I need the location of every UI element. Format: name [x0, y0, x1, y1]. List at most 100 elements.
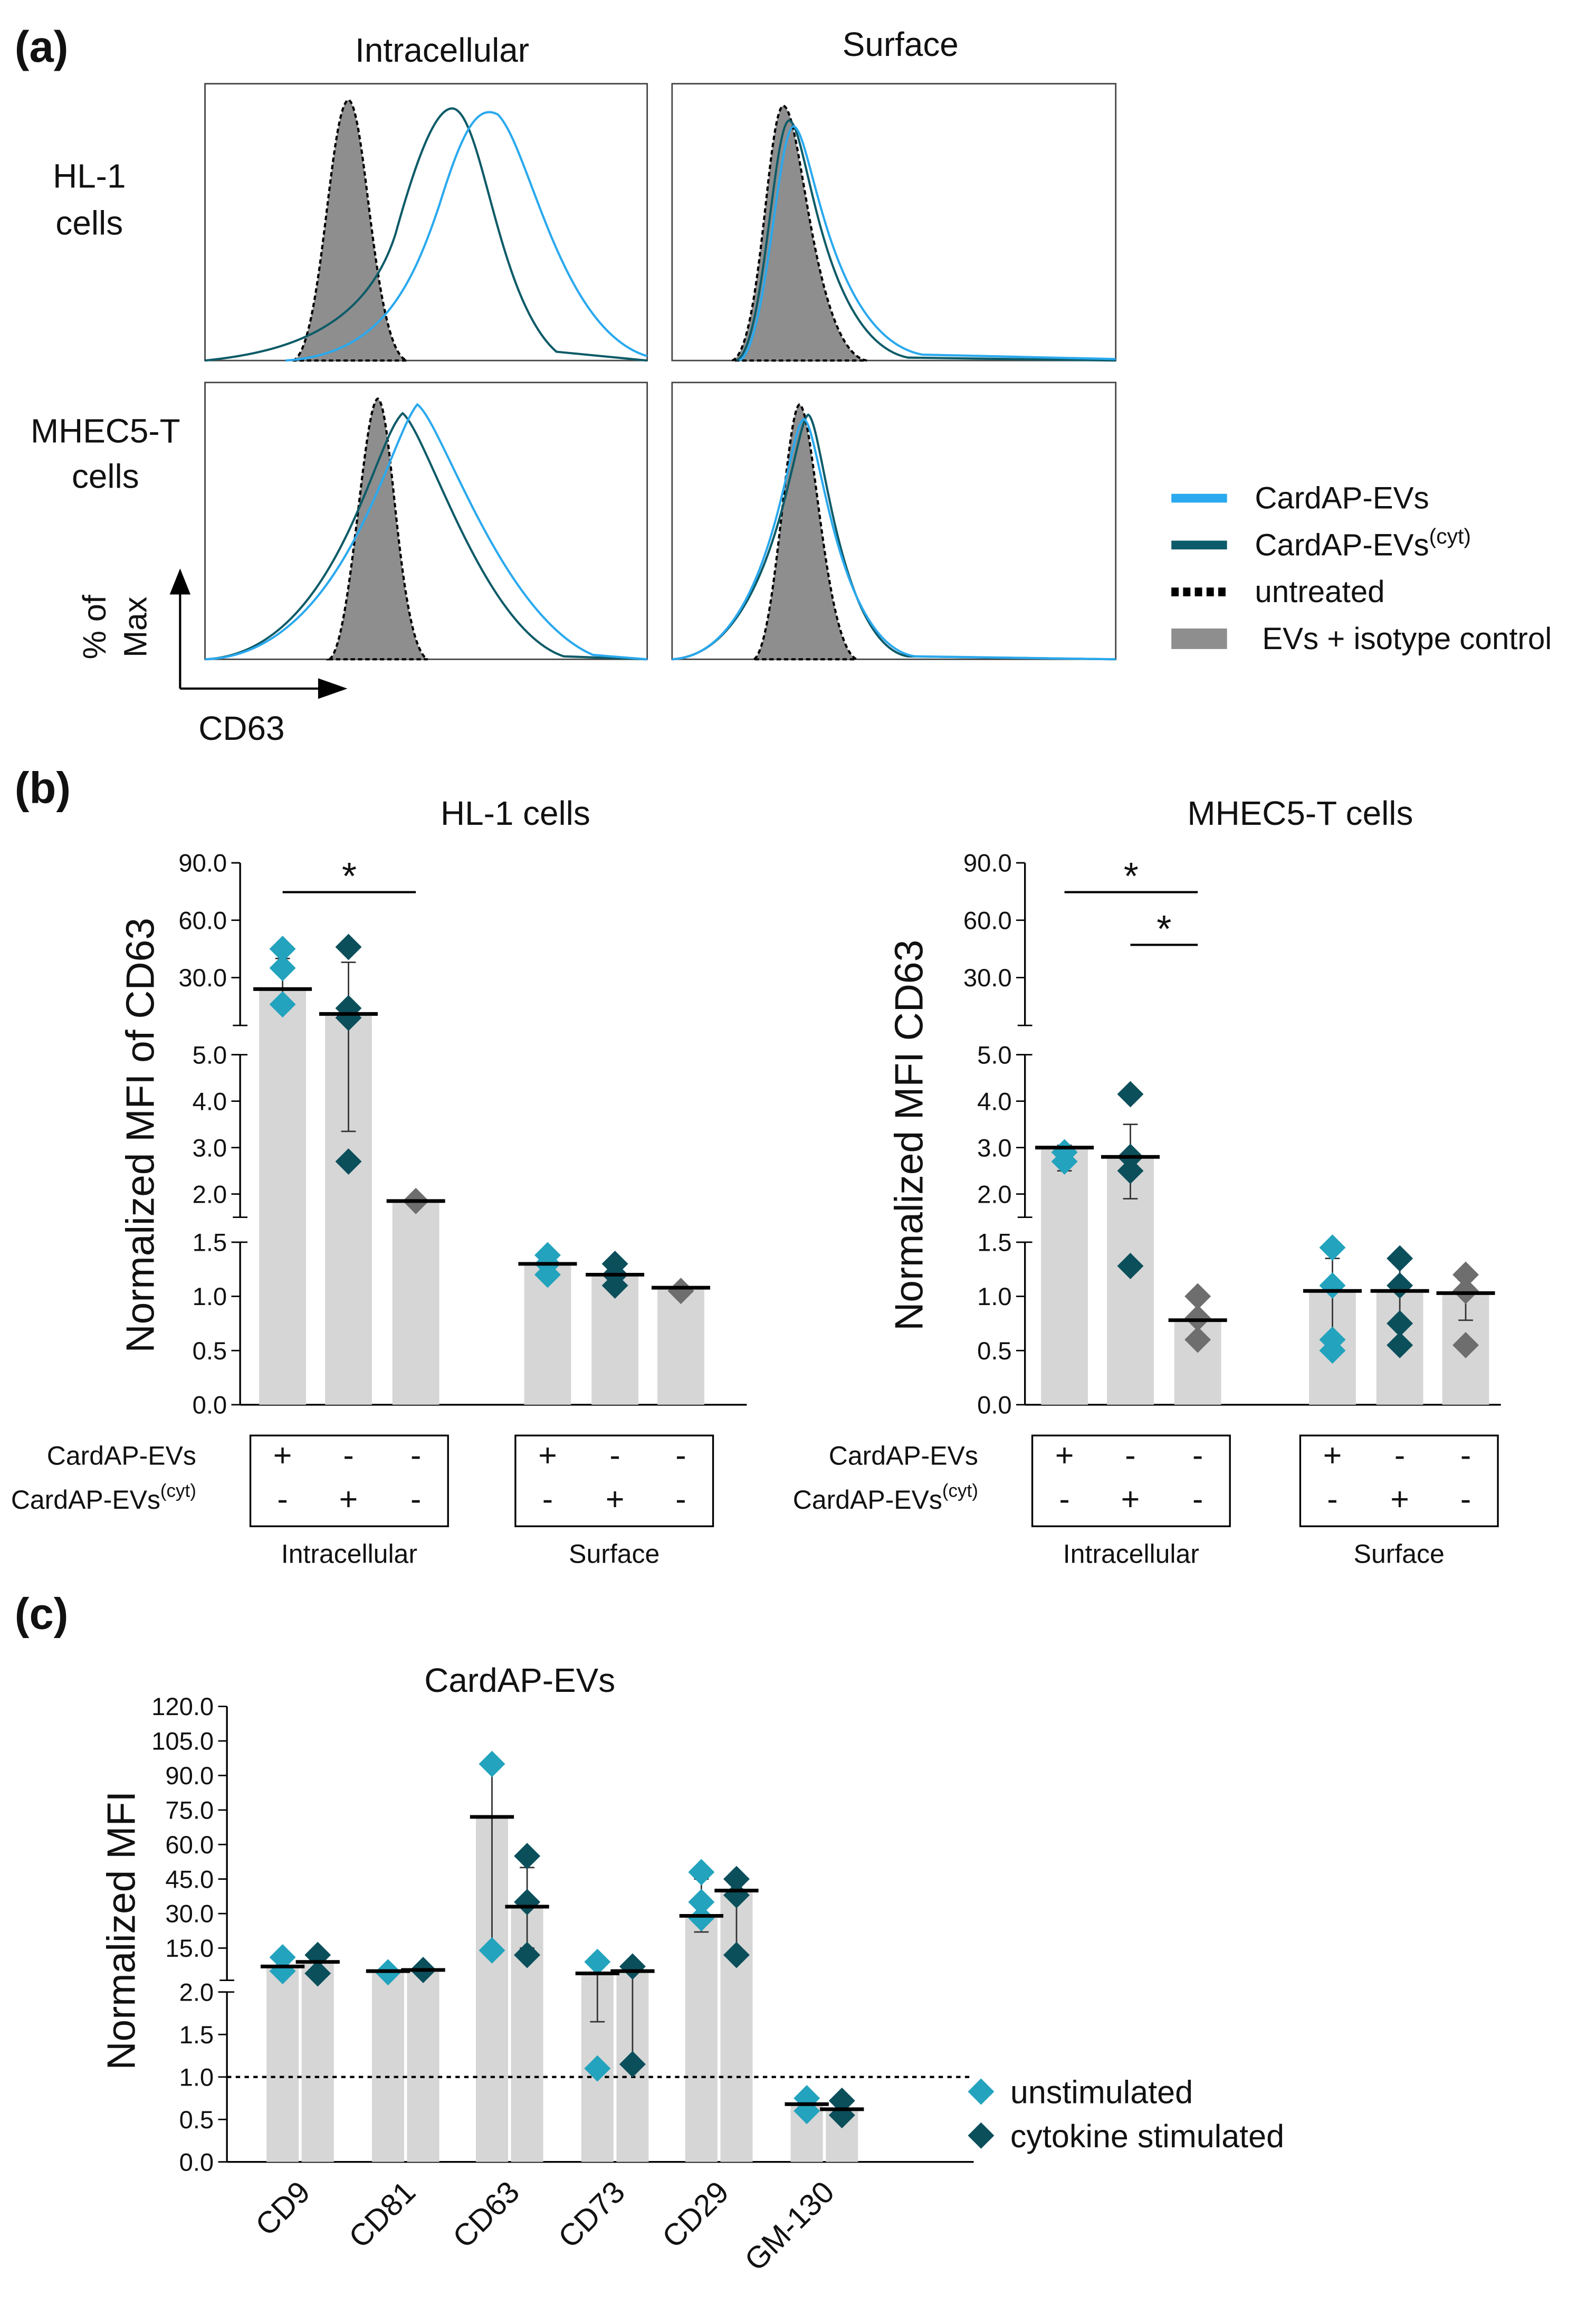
significance-label: * [342, 855, 357, 898]
condition-sign: - [1327, 1481, 1337, 1517]
condition-sign: - [277, 1481, 288, 1517]
data-point [828, 2087, 855, 2114]
data-point [514, 1843, 541, 1870]
condition-sign: - [1059, 1481, 1069, 1517]
y-tick-label: 30.0 [963, 964, 1012, 992]
y-tick-label: 5.0 [977, 1041, 1012, 1069]
bar [371, 1971, 404, 2162]
y-tick-label: 1.5 [977, 1229, 1012, 1257]
condition-sign: + [1390, 1481, 1409, 1517]
legend-label-main: CardAP-EVs [1255, 528, 1429, 562]
condition-sign: - [343, 1437, 353, 1473]
condition-box [249, 1434, 449, 1527]
y-tick-label: 1.5 [193, 1229, 227, 1257]
data-point [1117, 1253, 1144, 1280]
condition-sign: + [538, 1437, 557, 1473]
data-point [335, 934, 362, 960]
y-axis-label: Max [118, 597, 154, 658]
condition-box [1031, 1434, 1231, 1527]
condition-sign: - [675, 1437, 686, 1473]
condition-row-label-sup: (cyt) [160, 1481, 196, 1501]
histogram-curve [326, 397, 428, 661]
error-bar [341, 962, 356, 1132]
panel-label: (a) [15, 22, 69, 71]
y-tick-label: 2.0 [977, 1180, 1012, 1208]
y-tick-label: 90.0 [165, 1762, 214, 1790]
y-tick-label: 0.0 [193, 1391, 227, 1419]
x-axis-label: CD63 [198, 709, 284, 747]
data-point [269, 991, 296, 1018]
legend-label-main: CardAP-EVs [1255, 481, 1429, 515]
y-tick-label: 0.5 [977, 1337, 1012, 1365]
y-tick-label: 90.0 [178, 849, 227, 877]
condition-sign: + [1121, 1481, 1140, 1517]
data-point [601, 1272, 628, 1299]
chart-title: MHEC5-T cells [1187, 794, 1413, 832]
panel-label: (b) [15, 763, 71, 812]
significance-label: * [1157, 908, 1171, 950]
condition-group: Intracellular [281, 1539, 417, 1569]
y-tick-label: 105.0 [151, 1727, 214, 1755]
histogram-curve [739, 125, 1116, 361]
legend-label: CardAP-EVs [1255, 481, 1429, 515]
condition-row-label-main: CardAP-EVs [11, 1485, 160, 1515]
condition-sign: + [606, 1481, 625, 1517]
row-label: HL-1 [53, 157, 126, 195]
y-tick-label: 120.0 [151, 1692, 214, 1720]
condition-sign: - [542, 1481, 553, 1517]
data-point [1452, 1261, 1479, 1288]
y-tick-label: 1.0 [193, 1282, 227, 1310]
histogram-curve [735, 119, 1116, 362]
legend-label: EVs + isotype control [1262, 622, 1552, 656]
data-point [1184, 1305, 1211, 1331]
data-point [479, 1937, 505, 1964]
histogram-curve [672, 417, 1116, 661]
bar [259, 989, 307, 1405]
bar [301, 1962, 334, 2162]
legend-label: CardAP-EVs(cyt) [1255, 524, 1471, 562]
condition-sign: + [339, 1481, 358, 1517]
legend-label-main: EVs + isotype control [1262, 622, 1552, 656]
data-point [1117, 1157, 1144, 1184]
data-point [1184, 1283, 1211, 1310]
condition-row-label: CardAP-EVs(cyt) [11, 1481, 196, 1515]
panel-label: (c) [15, 1589, 69, 1639]
condition-sign: - [410, 1481, 421, 1517]
condition-row-label-main: CardAP-EVs [47, 1441, 196, 1471]
condition-group: Surface [569, 1539, 660, 1569]
data-point [1117, 1081, 1144, 1108]
data-point [1184, 1326, 1211, 1353]
axis-arrows [169, 568, 348, 699]
condition-box [1299, 1434, 1499, 1527]
y-tick-label: 4.0 [193, 1087, 227, 1115]
data-point [269, 1944, 296, 1971]
y-tick-label: 15.0 [165, 1934, 214, 1962]
data-point [269, 1958, 296, 1985]
y-tick-label: 60.0 [165, 1831, 214, 1859]
row-label: MHEC5-T [31, 412, 180, 450]
data-point [534, 1261, 561, 1288]
y-tick-label: 1.5 [179, 2021, 214, 2049]
legend-label-sup: (cyt) [1429, 524, 1471, 548]
chart-title: CardAP-EVs [424, 1661, 615, 1699]
bar [407, 1969, 439, 2162]
data-point [1051, 1148, 1078, 1175]
histogram-curve [205, 403, 647, 661]
chart-title: HL-1 cells [441, 794, 590, 832]
legend-marker [968, 2122, 995, 2149]
condition-box [514, 1434, 714, 1527]
y-tick-label: 3.0 [193, 1134, 227, 1162]
bar [1041, 1147, 1088, 1405]
y-tick-label: 45.0 [165, 1865, 214, 1893]
legend-label-main: untreated [1255, 575, 1384, 609]
column-title: Intracellular [355, 31, 529, 69]
data-point [619, 1953, 646, 1980]
y-axis-label: Normalized MFI of CD63 [118, 918, 162, 1353]
frame [671, 382, 1117, 660]
condition-row-label: CardAP-EVs(cyt) [793, 1481, 978, 1515]
y-tick-label: 0.5 [193, 1337, 227, 1365]
condition-sign: - [410, 1437, 421, 1473]
histogram-curve [285, 111, 648, 362]
